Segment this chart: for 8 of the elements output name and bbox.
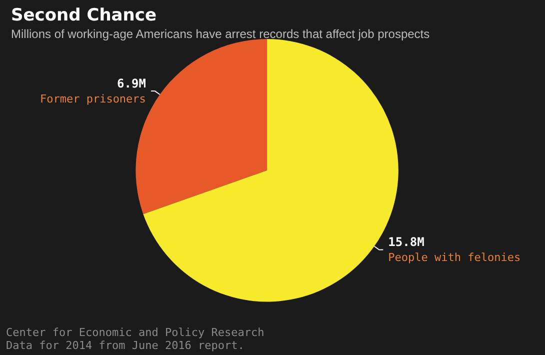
text: Center for Economic and Policy Research: [6, 326, 264, 339]
slice-label: People with felonies: [388, 251, 521, 264]
data-label: 6.9M: [117, 76, 146, 91]
chart-subtitle: Millions of working-age Americans have arrest records that affect job prospects: [11, 27, 430, 41]
data-label: 15.8M: [388, 235, 424, 250]
text: Data for 2014 from June 2016 report.: [6, 339, 244, 352]
slice-label: Former prisoners: [40, 92, 146, 106]
chart-title: Second Chance: [11, 6, 156, 26]
